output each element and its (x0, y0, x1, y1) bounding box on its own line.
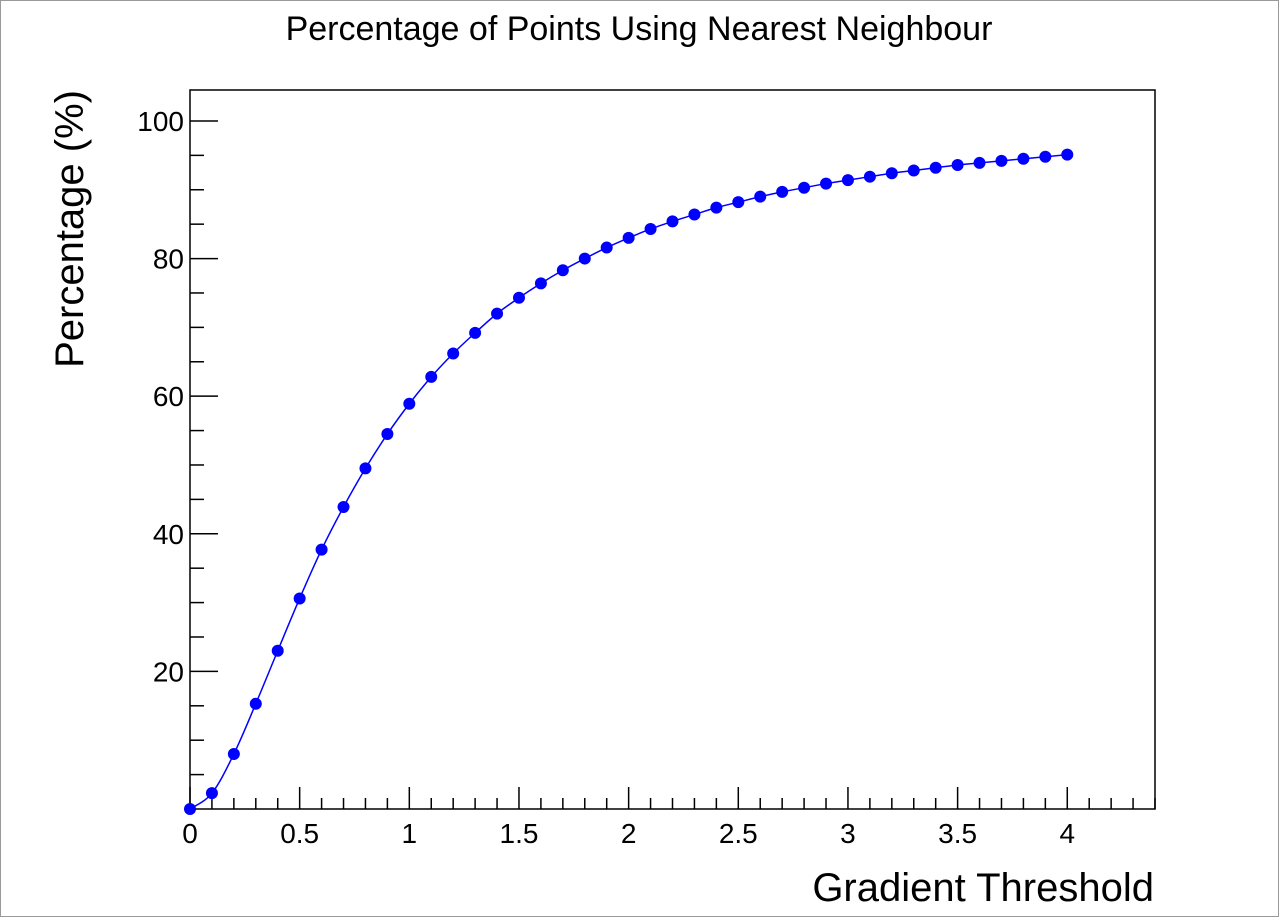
data-point (491, 307, 504, 320)
x-tick-label: 2 (621, 818, 637, 849)
data-point (359, 462, 372, 475)
y-tick-label: 40 (153, 519, 184, 550)
data-point (227, 747, 240, 760)
y-axis-label: Percentage (%) (48, 90, 92, 368)
x-tick-label: 3 (840, 818, 856, 849)
x-axis-label: Gradient Threshold (812, 866, 1154, 910)
x-tick-label: 0.5 (280, 818, 319, 849)
series-layer (184, 148, 1074, 815)
data-point (1017, 152, 1030, 165)
data-point (820, 177, 833, 190)
data-point (644, 222, 657, 235)
plot-frame (189, 89, 1156, 810)
data-point (447, 347, 460, 360)
y-tick-label: 20 (153, 656, 184, 687)
data-point (951, 158, 964, 171)
series-line (189, 153, 1068, 810)
x-axis-ticks (189, 787, 1156, 809)
x-tick-label: 1 (402, 818, 418, 849)
data-point (512, 291, 525, 304)
data-point (995, 154, 1008, 167)
y-axis-ticks (190, 120, 218, 776)
data-point (907, 164, 920, 177)
data-point (1061, 148, 1074, 161)
y-tick-label: 80 (153, 244, 184, 275)
x-tick-label: 4 (1059, 818, 1075, 849)
data-point (710, 201, 723, 214)
data-point (249, 697, 262, 710)
data-point (205, 787, 218, 800)
y-tick-label: 60 (153, 381, 184, 412)
data-point (841, 174, 854, 187)
data-point (556, 264, 569, 277)
data-point (666, 215, 679, 228)
data-point (885, 167, 898, 180)
data-point (271, 644, 284, 657)
data-point (732, 196, 745, 209)
data-point (381, 428, 394, 441)
x-tick-label: 0 (182, 818, 198, 849)
data-point (578, 252, 591, 265)
data-point (1039, 150, 1052, 163)
data-point (337, 500, 350, 513)
x-tick-label: 2.5 (719, 818, 758, 849)
data-point (600, 241, 613, 254)
y-tick-label: 100 (137, 106, 184, 137)
y-axis-tick-labels: 20 40 60 80 100 (137, 106, 184, 687)
data-point (688, 208, 701, 221)
chart-title: Percentage of Points Using Nearest Neigh… (286, 10, 993, 48)
data-point (754, 190, 767, 203)
data-point (293, 592, 306, 605)
data-point (863, 170, 876, 183)
x-tick-label: 1.5 (500, 818, 539, 849)
data-point (403, 397, 416, 410)
data-point (776, 185, 789, 198)
data-point (534, 277, 547, 290)
data-point (622, 231, 635, 244)
data-point (798, 181, 811, 194)
data-point (469, 326, 482, 339)
data-point (425, 370, 438, 383)
data-point (184, 803, 196, 815)
data-point (973, 156, 986, 169)
x-tick-label: 3.5 (938, 818, 977, 849)
data-point (315, 543, 328, 556)
data-point (929, 161, 942, 174)
x-axis-tick-labels: 0 0.5 1 1.5 2 2.5 3 3.5 4 (182, 818, 1075, 849)
